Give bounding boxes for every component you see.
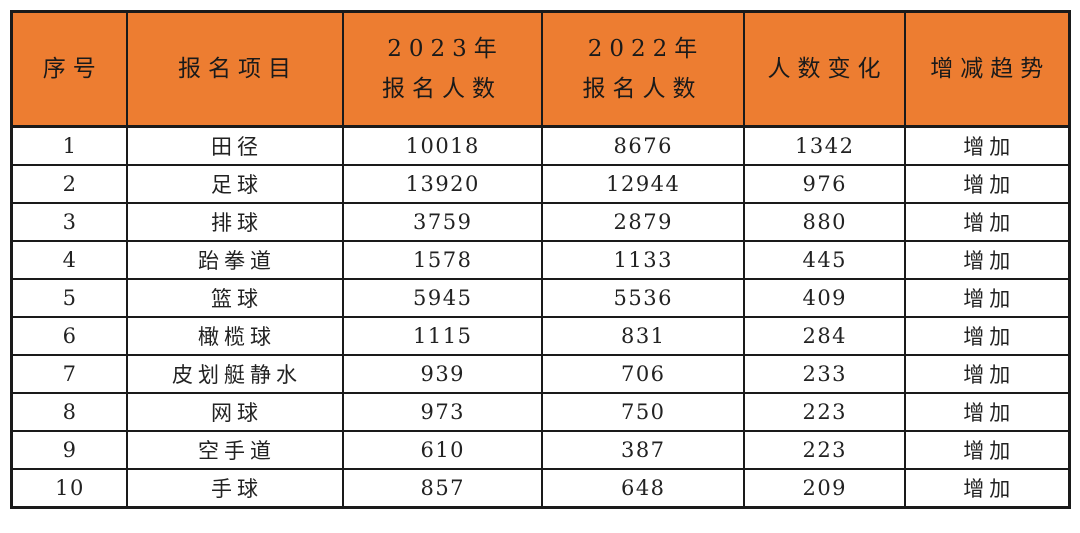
table-cell-index: 2 <box>10 164 128 204</box>
table-cell-index: 8 <box>10 392 128 432</box>
table-cell-change: 209 <box>742 468 906 509</box>
table-cell-event: 空手道 <box>125 430 344 470</box>
table-cell-trend: 增加 <box>903 430 1071 470</box>
table-cell-trend: 增加 <box>903 202 1071 242</box>
table-cell-trend: 增加 <box>903 164 1071 204</box>
table-cell-count_2023: 610 <box>341 430 543 470</box>
table-cell-index: 10 <box>10 468 128 509</box>
table-cell-index: 3 <box>10 202 128 242</box>
table-cell-index: 9 <box>10 430 128 470</box>
table-row: 1 田径 10018 8676 1342 增加 <box>10 125 1071 166</box>
table-cell-trend: 增加 <box>903 278 1071 318</box>
table-cell-event: 手球 <box>125 468 344 509</box>
table-cell-change: 284 <box>742 316 906 356</box>
table-cell-event: 篮球 <box>125 278 344 318</box>
table-cell-trend: 增加 <box>903 240 1071 280</box>
table-cell-change: 223 <box>742 392 906 432</box>
table-row: 4 跆拳道 1578 1133 445 增加 <box>10 240 1071 280</box>
table-row: 5 篮球 5945 5536 409 增加 <box>10 278 1071 318</box>
table-row: 3 排球 3759 2879 880 增加 <box>10 202 1071 242</box>
table-cell-event: 排球 <box>125 202 344 242</box>
table-cell-trend: 增加 <box>903 392 1071 432</box>
table-cell-event: 网球 <box>125 392 344 432</box>
table-cell-change: 223 <box>742 430 906 470</box>
table-cell-trend: 增加 <box>903 354 1071 394</box>
table-cell-event: 皮划艇静水 <box>125 354 344 394</box>
header-cell-change: 人数变化 <box>742 10 906 128</box>
table-cell-count_2023: 1578 <box>341 240 543 280</box>
table-cell-trend: 增加 <box>903 468 1071 509</box>
table-cell-event: 跆拳道 <box>125 240 344 280</box>
table-cell-count_2023: 973 <box>341 392 543 432</box>
table-cell-event: 田径 <box>125 125 344 166</box>
table-cell-count_2022: 8676 <box>540 125 745 166</box>
table-cell-count_2023: 13920 <box>341 164 543 204</box>
table-row: 9 空手道 610 387 223 增加 <box>10 430 1071 470</box>
table-body: 1 田径 10018 8676 1342 增加 2 足球 13920 12944 976 增加 3 排球 3… <box>10 125 1071 509</box>
registration-statistics-table: 序号 报名项目 2023年 报名人数 2022年 报名人数 人数变化 增减趋势 … <box>10 10 1071 509</box>
table-row: 8 网球 973 750 223 增加 <box>10 392 1071 432</box>
table-cell-event: 足球 <box>125 164 344 204</box>
table-row: 6 橄榄球 1115 831 284 增加 <box>10 316 1071 356</box>
table-cell-index: 1 <box>10 125 128 166</box>
table-cell-count_2023: 5945 <box>341 278 543 318</box>
table-cell-count_2023: 857 <box>341 468 543 509</box>
table-cell-count_2023: 939 <box>341 354 543 394</box>
table-cell-change: 233 <box>742 354 906 394</box>
table-cell-count_2022: 1133 <box>540 240 745 280</box>
header-cell-count-2022: 2022年 报名人数 <box>540 10 745 128</box>
table-cell-count_2023: 10018 <box>341 125 543 166</box>
table-cell-count_2022: 831 <box>540 316 745 356</box>
table-cell-count_2022: 5536 <box>540 278 745 318</box>
table-cell-count_2022: 706 <box>540 354 745 394</box>
header-cell-count-2023: 2023年 报名人数 <box>341 10 543 128</box>
table-cell-change: 1342 <box>742 125 906 166</box>
table-cell-event: 橄榄球 <box>125 316 344 356</box>
table-row: 10 手球 857 648 209 增加 <box>10 468 1071 509</box>
table-cell-index: 6 <box>10 316 128 356</box>
table-cell-change: 409 <box>742 278 906 318</box>
table-row: 2 足球 13920 12944 976 增加 <box>10 164 1071 204</box>
table-cell-change: 880 <box>742 202 906 242</box>
header-cell-event: 报名项目 <box>125 10 344 128</box>
table-cell-index: 5 <box>10 278 128 318</box>
table-cell-trend: 增加 <box>903 125 1071 166</box>
table-cell-count_2023: 1115 <box>341 316 543 356</box>
header-cell-trend: 增减趋势 <box>903 10 1071 128</box>
header-row: 序号 报名项目 2023年 报名人数 2022年 报名人数 人数变化 增减趋势 <box>10 10 1071 128</box>
table-cell-count_2023: 3759 <box>341 202 543 242</box>
table-row: 7 皮划艇静水 939 706 233 增加 <box>10 354 1071 394</box>
header-cell-index: 序号 <box>10 10 128 128</box>
table-cell-count_2022: 750 <box>540 392 745 432</box>
table-cell-trend: 增加 <box>903 316 1071 356</box>
table-cell-count_2022: 648 <box>540 468 745 509</box>
table-cell-change: 976 <box>742 164 906 204</box>
table-header: 序号 报名项目 2023年 报名人数 2022年 报名人数 人数变化 增减趋势 <box>10 10 1071 128</box>
table-cell-count_2022: 12944 <box>540 164 745 204</box>
table-cell-change: 445 <box>742 240 906 280</box>
table-cell-count_2022: 2879 <box>540 202 745 242</box>
table-cell-index: 7 <box>10 354 128 394</box>
table-cell-count_2022: 387 <box>540 430 745 470</box>
table-cell-index: 4 <box>10 240 128 280</box>
